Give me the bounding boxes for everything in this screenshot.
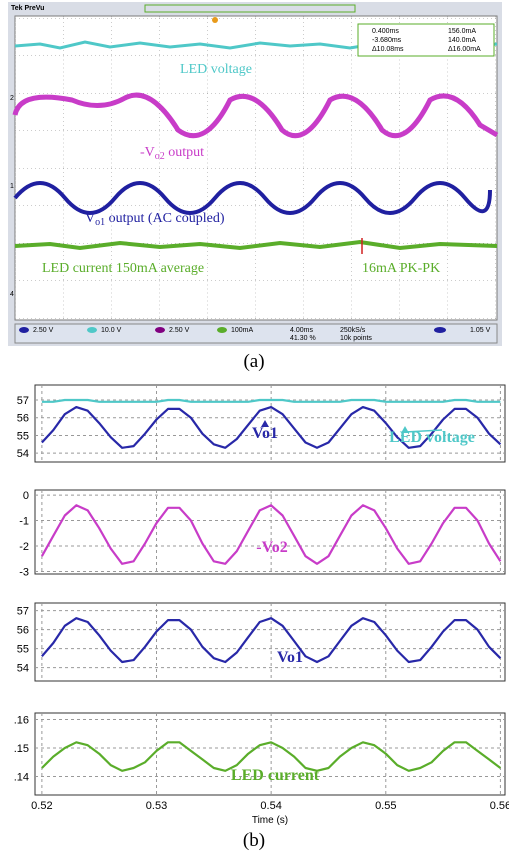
y-tick-label: 54 [17,448,29,460]
plot-frame [35,385,505,462]
channel-marker: 4 [10,291,14,298]
readout-time: 0.400ms [372,28,399,35]
scope-brand: Tek PreVu [11,5,44,12]
readout-value: Δ16.00mA [448,46,481,53]
readout-time: Δ10.08ms [372,46,404,53]
status-item: 2.50 V [169,327,190,334]
y-tick-label: 56 [17,413,29,425]
annotation: Vo1 [252,425,278,442]
label-part: V [85,211,95,226]
status-item: 250kS/s [340,327,366,334]
x-tick-label: 0.53 [146,800,167,812]
scope-screenshot: Tek PreVu 2 1 4 0.400ms 156.0mA -3.680ms… [8,2,502,346]
scope-label: LED current 150mA average [42,261,204,276]
status-item: 10k points [340,335,372,342]
annotation: LED current [231,767,320,784]
annotation: Vo1 [277,649,303,666]
y-tick-label: .14 [14,771,29,783]
readout-value: 156.0mA [448,28,476,35]
x-tick-label: 0.52 [31,800,52,812]
scope-label: Vo1 output (AC coupled) [85,211,225,228]
y-tick-label: -2 [19,541,29,553]
x-tick-label: 0.54 [260,800,281,812]
status-item: 1.05 V [470,327,491,334]
channel-badge [19,327,29,333]
scope-label: LED voltage [180,62,252,77]
label-part: output (AC coupled) [105,211,225,226]
status-item: 100mA [231,327,254,334]
scope-label: -Vo2 output [140,145,204,162]
channel-marker: 1 [10,183,14,190]
label-part: -V [140,145,155,160]
status-item: 4.00ms [290,327,313,334]
readout-value: 140.0mA [448,37,476,44]
channel-badge [155,327,165,333]
channel-badge [217,327,227,333]
y-tick-label: 55 [17,430,29,442]
y-tick-label: 57 [17,606,29,618]
readout-time: -3.680ms [372,37,402,44]
plot-frame [35,490,505,574]
y-tick-label: 54 [17,663,29,675]
channel-badge [434,327,446,333]
channel-marker: 2 [10,95,14,102]
y-tick-label: 0 [23,490,29,502]
caption: (b) [243,830,265,851]
label-subscript: o1 [95,217,105,228]
y-tick-label: 56 [17,625,29,637]
annotation: -Vo2 [256,539,287,556]
scope-label: 16mA PK-PK [362,261,440,276]
label-part: output [165,145,204,160]
channel-badge [87,327,97,333]
y-tick-label: 57 [17,395,29,407]
x-tick-label: 0.56 [490,800,509,812]
label-subscript: o2 [155,151,165,162]
y-tick-label: .15 [14,743,29,755]
y-tick-label: .16 [14,715,29,727]
figure: Tek PreVu 2 1 4 0.400ms 156.0mA -3.680ms… [0,0,509,852]
x-axis-label: Time (s) [252,815,288,826]
status-item: 41.30 % [290,335,316,342]
y-tick-label: -1 [19,516,29,528]
trigger-marker [212,17,218,23]
caption: (a) [243,351,264,372]
status-item: 2.50 V [33,327,54,334]
status-item: 10.0 V [101,327,122,334]
y-tick-label: 55 [17,644,29,656]
status-bar [15,324,497,343]
annotation: LED voltage [389,429,475,446]
x-tick-label: 0.55 [375,800,396,812]
y-tick-label: -3 [19,566,29,578]
